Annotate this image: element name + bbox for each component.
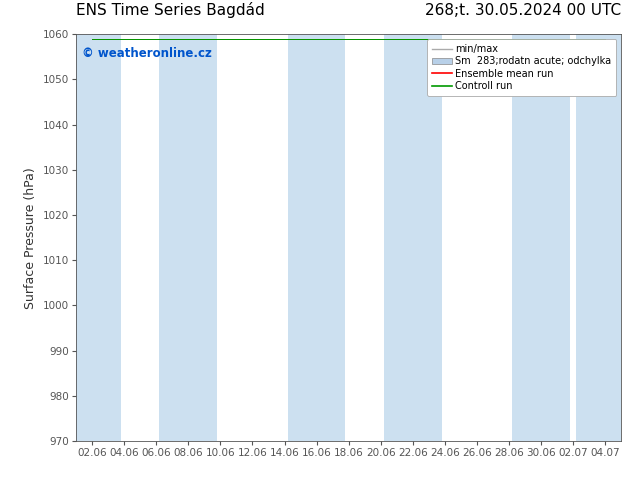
Bar xyxy=(288,34,346,441)
Bar xyxy=(512,34,570,441)
Y-axis label: Surface Pressure (hPa): Surface Pressure (hPa) xyxy=(24,167,37,309)
Bar xyxy=(63,34,121,441)
Legend: min/max, Sm  283;rodatn acute; odchylka, Ensemble mean run, Controll run: min/max, Sm 283;rodatn acute; odchylka, … xyxy=(427,39,616,96)
Bar xyxy=(384,34,442,441)
Text: 268;t. 30.05.2024 00 UTC: 268;t. 30.05.2024 00 UTC xyxy=(425,3,621,18)
Bar xyxy=(576,34,634,441)
Text: ENS Time Series Bagdád: ENS Time Series Bagdád xyxy=(76,2,265,18)
Bar xyxy=(160,34,217,441)
Text: © weatheronline.cz: © weatheronline.cz xyxy=(82,47,211,59)
